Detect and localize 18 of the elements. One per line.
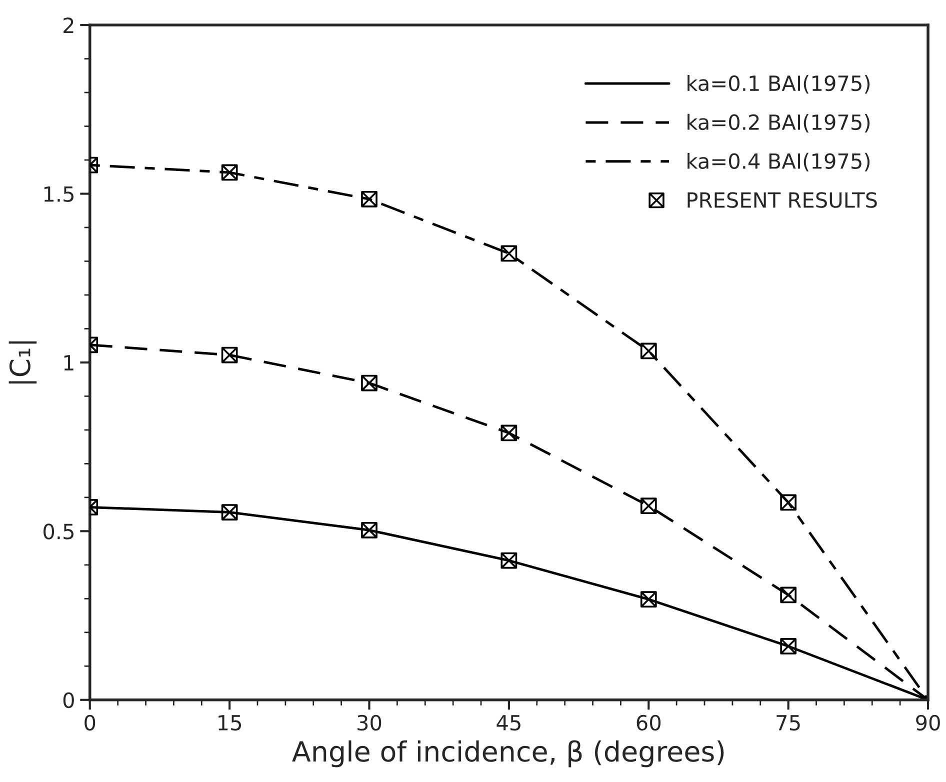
x-tick-label: 30 xyxy=(358,714,382,731)
y-tick-label: 0.5 xyxy=(44,524,74,540)
y-tick-label: 0 xyxy=(63,692,74,708)
legend-label: PRESENT RESULTS xyxy=(688,192,877,208)
x-tick-label: 45 xyxy=(496,715,520,731)
y-tick-label: 1 xyxy=(64,355,74,370)
x-tick-label: 75 xyxy=(776,715,800,731)
x-tick-label: 0 xyxy=(84,714,96,731)
x-axis-title: Angle of incidence, β (degrees) xyxy=(292,740,724,768)
x-tick-label: 15 xyxy=(218,715,241,731)
y-tick-label: 1.5 xyxy=(44,186,74,202)
legend-label: ka=0.2 BAI(1975) xyxy=(688,114,870,133)
x-tick-label: 60 xyxy=(636,714,661,731)
x-tick-label: 90 xyxy=(916,714,940,731)
legend-label: ka=0.1 BAI(1975) xyxy=(688,75,870,94)
y-axis-title: |C₁| xyxy=(8,341,37,384)
y-tick-label: 2 xyxy=(64,17,74,33)
legend-label: ka=0.4 BAI(1975) xyxy=(688,152,870,172)
